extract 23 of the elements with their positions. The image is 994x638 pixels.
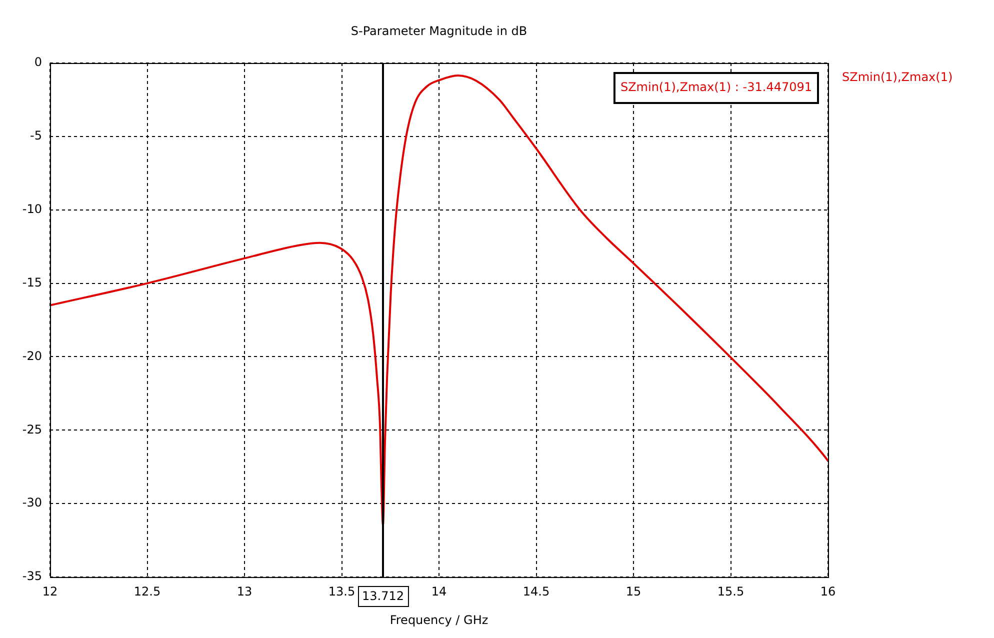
x-tick-label: 13 (236, 584, 252, 598)
x-tick-label: 14 (431, 584, 447, 598)
x-tick-label: 14.5 (522, 584, 550, 598)
annotation: SZmin(1),Zmax(1) : -31.447091 (620, 80, 812, 94)
x-tick-label: 12 (42, 584, 58, 598)
y-tick-label: -30 (22, 496, 42, 510)
y-tick-label: -35 (22, 569, 42, 584)
y-tick-label: -20 (22, 348, 42, 363)
chart-title: S-Parameter Magnitude in dB (350, 24, 528, 38)
y-tick-label: -15 (22, 275, 42, 290)
y-tick-label: -10 (22, 202, 42, 216)
x-axis-title: Frequency / GHz (390, 613, 488, 628)
x-tick-label: 15 (626, 584, 642, 598)
x-tick-label: 16 (820, 584, 836, 598)
y-tick-label: -25 (22, 422, 42, 436)
x-tick-label: 13.5 (328, 584, 356, 598)
x-tick-label: 15.5 (717, 584, 744, 598)
y-tick-label: 0 (34, 55, 42, 70)
text: SZmin(1),Zmax(1) (842, 70, 953, 84)
y-tick-label: -5 (30, 128, 42, 143)
x-tick-label: 12.5 (134, 584, 161, 598)
ref-line-label: 13.712 (362, 589, 404, 604)
line-series (50, 74, 828, 526)
